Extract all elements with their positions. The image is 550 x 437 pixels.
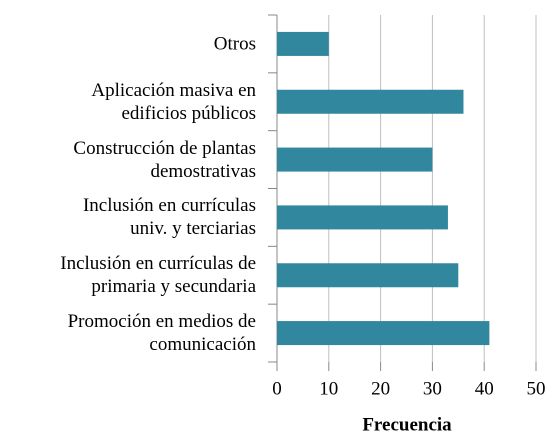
x-tick-label: 0 [272, 378, 282, 399]
y-tick-label: Promoción en medios de comunicación [67, 311, 256, 356]
bar [277, 263, 459, 288]
y-tick-label: Construcción de plantas demostrativas [73, 137, 256, 182]
bar [277, 147, 433, 172]
y-tick-label: Aplicación masiva en edificios públicos [91, 79, 256, 124]
bar [277, 321, 490, 346]
x-tick-label: 50 [527, 378, 546, 399]
x-tick-label: 10 [319, 378, 338, 399]
bar [277, 205, 448, 230]
x-tick-label: 30 [423, 378, 442, 399]
y-tick-label: Otros [213, 33, 256, 55]
x-axis-label: Frecuencia [362, 414, 452, 435]
bar [277, 31, 329, 56]
x-tick-label: 40 [475, 378, 494, 399]
y-tick-label: Inclusión en currículas univ. y terciari… [82, 195, 256, 240]
y-tick-label: Inclusión en currículas de primaria y se… [60, 253, 256, 298]
x-tick-label: 20 [371, 378, 390, 399]
bar [277, 89, 464, 114]
